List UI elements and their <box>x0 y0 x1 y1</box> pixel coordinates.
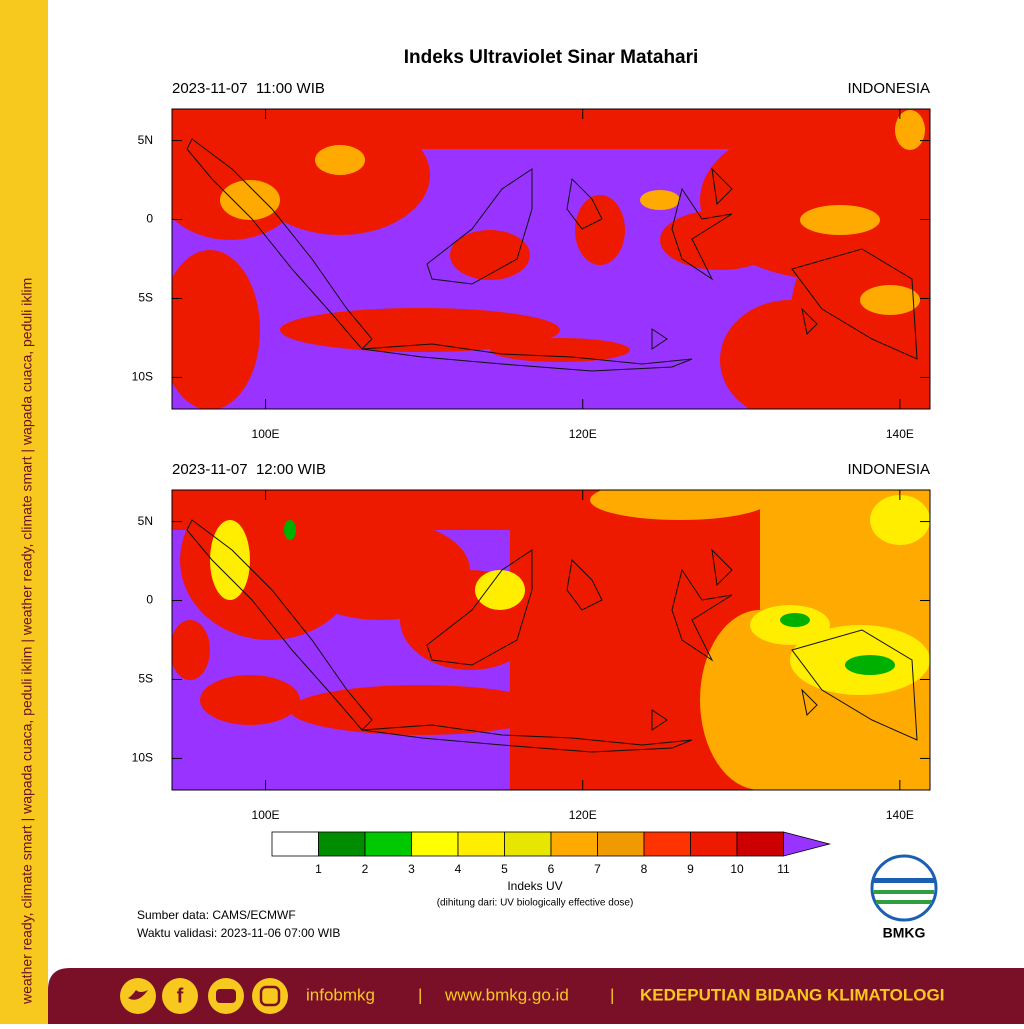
colorbar-box <box>597 831 645 857</box>
title: Indeks Ultraviolet Sinar Matahari <box>404 47 699 68</box>
side-text: weather ready, climate smart | wapada cu… <box>19 278 35 1005</box>
lat-tick-label: 10S <box>132 751 153 765</box>
map-frame <box>171 489 931 791</box>
colorbar-label: 10 <box>730 862 744 876</box>
lon-tick-label: 140E <box>886 427 914 441</box>
map-frame <box>171 108 931 410</box>
lat-tick-label: 5N <box>138 514 153 528</box>
lon-tick-label: 120E <box>569 427 597 441</box>
source: Sumber data: CAMS/ECMWF <box>137 908 296 922</box>
map-time: 2023-11-07 11:00 WIB <box>172 80 325 97</box>
colorbar-label: 4 <box>455 862 462 876</box>
colorbar-label: 1 <box>315 862 322 876</box>
colorbar-box <box>643 831 691 857</box>
side-strip <box>0 0 48 1024</box>
colorbar-label: 9 <box>687 862 694 876</box>
colorbar-arrow <box>783 831 832 857</box>
lat-tick-label: 5S <box>138 291 153 305</box>
colorbar-label: 8 <box>641 862 648 876</box>
colorbar-subtitle: (dihitung dari: UV biologically effectiv… <box>437 898 634 909</box>
colorbar-box <box>271 831 319 857</box>
footer-separator: | <box>418 985 422 1004</box>
colorbar-box <box>457 831 505 857</box>
footer-separator: | <box>610 985 614 1004</box>
lat-tick-label: 0 <box>146 593 153 607</box>
logo-text: BMKG <box>883 925 926 941</box>
footer-website[interactable]: www.bmkg.go.id <box>444 985 569 1004</box>
colorbar-box <box>550 831 598 857</box>
colorbar-box <box>364 831 412 857</box>
colorbar-title: Indeks UV <box>507 879 562 893</box>
instagram-icon[interactable] <box>252 978 288 1014</box>
lon-tick-label: 100E <box>252 427 280 441</box>
uv-map <box>172 490 930 790</box>
colorbar-box <box>736 831 784 857</box>
uv-map <box>172 109 930 409</box>
colorbar-label: 5 <box>501 862 508 876</box>
lat-tick-label: 10S <box>132 370 153 384</box>
icon-glyph: f <box>177 985 184 1007</box>
lon-tick-label: 140E <box>886 808 914 822</box>
validity: Waktu validasi: 2023-11-06 07:00 WIB <box>137 926 340 940</box>
colorbar-box <box>504 831 552 857</box>
colorbar-box <box>318 831 366 857</box>
lat-tick-label: 5S <box>138 672 153 686</box>
lon-tick-label: 100E <box>252 808 280 822</box>
colorbar-label: 3 <box>408 862 415 876</box>
map-region: INDONESIA <box>847 80 930 97</box>
footer-department: KEDEPUTIAN BIDANG KLIMATOLOGI <box>640 985 944 1004</box>
colorbar-label: 6 <box>548 862 555 876</box>
colorbar-label: 11 <box>777 862 790 876</box>
colorbar-box <box>411 831 459 857</box>
colorbar-label: 2 <box>362 862 369 876</box>
lon-tick-label: 120E <box>569 808 597 822</box>
colorbar-box <box>690 831 738 857</box>
footer-handle[interactable]: infobmkg <box>306 985 375 1004</box>
colorbar-label: 7 <box>594 862 601 876</box>
lat-tick-label: 5N <box>138 133 153 147</box>
map-region: INDONESIA <box>847 461 930 478</box>
map-time: 2023-11-07 12:00 WIB <box>172 461 326 478</box>
lat-tick-label: 0 <box>146 212 153 226</box>
footer-band <box>48 968 1024 1024</box>
facebook-icon[interactable] <box>162 978 198 1014</box>
bmkg-logo: BMKG <box>870 854 938 941</box>
